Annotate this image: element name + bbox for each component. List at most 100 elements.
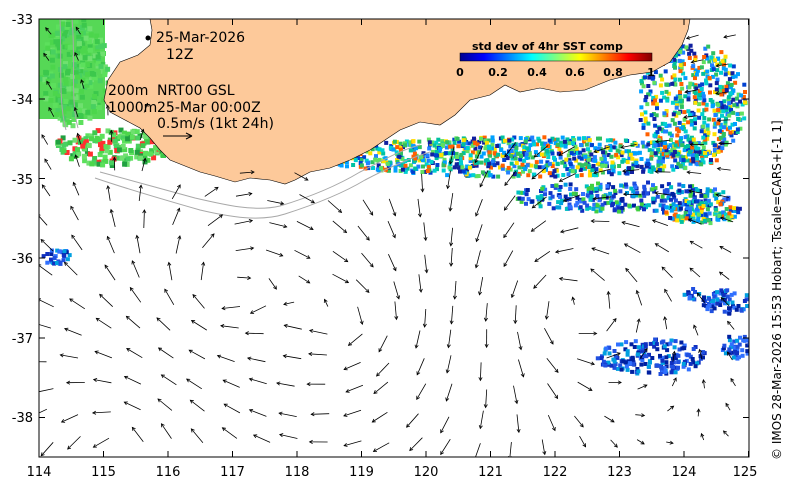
current-arrow-head: [222, 379, 227, 384]
current-arrow-head: [221, 306, 226, 311]
sst-pixel: [677, 58, 682, 63]
sst-pixel: [660, 159, 665, 164]
sst-pixel: [454, 151, 459, 156]
current-arrow: [186, 378, 203, 390]
sst-pixel: [122, 161, 128, 167]
sst-pixel: [581, 148, 586, 153]
sst-pixel: [700, 157, 705, 162]
sst-pixel: [625, 160, 630, 165]
sst-pixel: [699, 213, 704, 218]
sst-pixel: [87, 151, 93, 157]
y-axis-labels: -33 -34 -35 -36 -37 -38: [12, 13, 33, 426]
sst-pixel: [724, 207, 729, 211]
sst-pixel: [670, 100, 675, 105]
x-axis-labels: 114 115 116 117 118 119 120 121 122 123 …: [27, 465, 758, 480]
current-arrow-head: [306, 382, 311, 387]
sst-pixel: [142, 153, 148, 159]
sst-pixel: [701, 350, 706, 355]
sst-pixel: [686, 120, 691, 125]
sst-pixel: [669, 197, 673, 202]
current-arrow-head: [542, 450, 547, 456]
sst-pixel: [674, 105, 679, 110]
sst-pixel: [697, 65, 702, 70]
sst-pixel: [749, 299, 753, 303]
sst-pixel: [721, 346, 726, 351]
sst-pixel: [702, 116, 707, 120]
sst-pixel: [659, 166, 664, 171]
colorbar-tick: 1: [647, 66, 655, 79]
sst-pixel: [48, 97, 54, 103]
sst-pixel: [368, 151, 373, 156]
current-arrow: [447, 170, 451, 189]
sst-pixel: [647, 352, 651, 357]
sst-pixel: [377, 147, 382, 152]
sst-pixel: [458, 169, 462, 174]
sst-pixel: [719, 288, 724, 293]
current-arrow-head: [371, 418, 376, 423]
sst-pixel: [713, 90, 717, 95]
sst-pixel: [376, 168, 381, 173]
sst-pixel: [84, 71, 90, 77]
sst-pixel: [614, 200, 619, 205]
sst-pixel: [701, 303, 706, 308]
sst-pixel: [727, 101, 732, 106]
sst-pixel: [600, 159, 605, 164]
sst-pixel: [49, 248, 54, 253]
sst-pixel: [569, 151, 574, 156]
current-arrow-head: [440, 450, 444, 456]
current-arrow-head: [503, 206, 508, 211]
current-arrow: [343, 440, 362, 447]
sst-pixel: [61, 142, 67, 148]
sst-pixel: [730, 75, 735, 79]
current-arrow-head: [720, 216, 725, 221]
sst-pixel: [693, 290, 697, 294]
sst-pixel: [575, 195, 580, 200]
sst-pixel: [728, 345, 733, 350]
sst-pixel: [708, 98, 713, 102]
current-arrow: [308, 353, 327, 356]
sst-pixel: [690, 155, 695, 160]
sst-pixel: [563, 182, 568, 187]
sst-pixel: [682, 292, 687, 297]
current-arrow: [45, 27, 52, 35]
sst-pixel: [706, 44, 711, 49]
sst-pixel: [711, 153, 716, 158]
sst-pixel: [678, 94, 683, 99]
sst-pixel: [694, 146, 699, 151]
sst-pixel: [745, 343, 749, 348]
sst-pixel: [556, 151, 561, 156]
sst-pixel: [677, 188, 682, 193]
sst-pixel: [654, 113, 659, 118]
sst-pixel: [681, 71, 686, 76]
current-arrow-head: [218, 214, 224, 219]
sst-pixel: [725, 127, 730, 132]
current-arrow-head: [106, 185, 111, 190]
current-arrow: [655, 139, 671, 143]
current-arrow: [94, 351, 113, 359]
current-arrow-head: [416, 371, 421, 376]
sst-pixel: [696, 141, 701, 146]
sst-pixel: [699, 162, 704, 167]
x-tick-label: 121: [478, 465, 503, 480]
current-arrow-head: [689, 142, 694, 147]
sst-pixel: [707, 296, 712, 301]
sst-pixel: [83, 139, 89, 145]
sst-pixel: [72, 146, 78, 152]
sst-pixel: [45, 78, 51, 84]
current-arrow: [223, 379, 240, 388]
sst-pixel: [474, 174, 479, 179]
sst-pixel: [559, 198, 564, 203]
current-arrow-head: [590, 219, 595, 224]
sst-pixel: [547, 161, 552, 166]
sst-pixel: [125, 156, 131, 162]
sst-pixel: [723, 72, 728, 77]
sst-pixel: [670, 81, 675, 86]
sst-pixel: [679, 126, 684, 131]
current-arrow: [479, 410, 484, 429]
current-arrow: [93, 379, 112, 384]
sst-pixel: [652, 189, 657, 194]
current-arrow-head: [248, 409, 254, 413]
sst-pixel: [65, 106, 71, 112]
current-arrow-head: [483, 317, 488, 322]
sst-pixel: [630, 156, 635, 161]
